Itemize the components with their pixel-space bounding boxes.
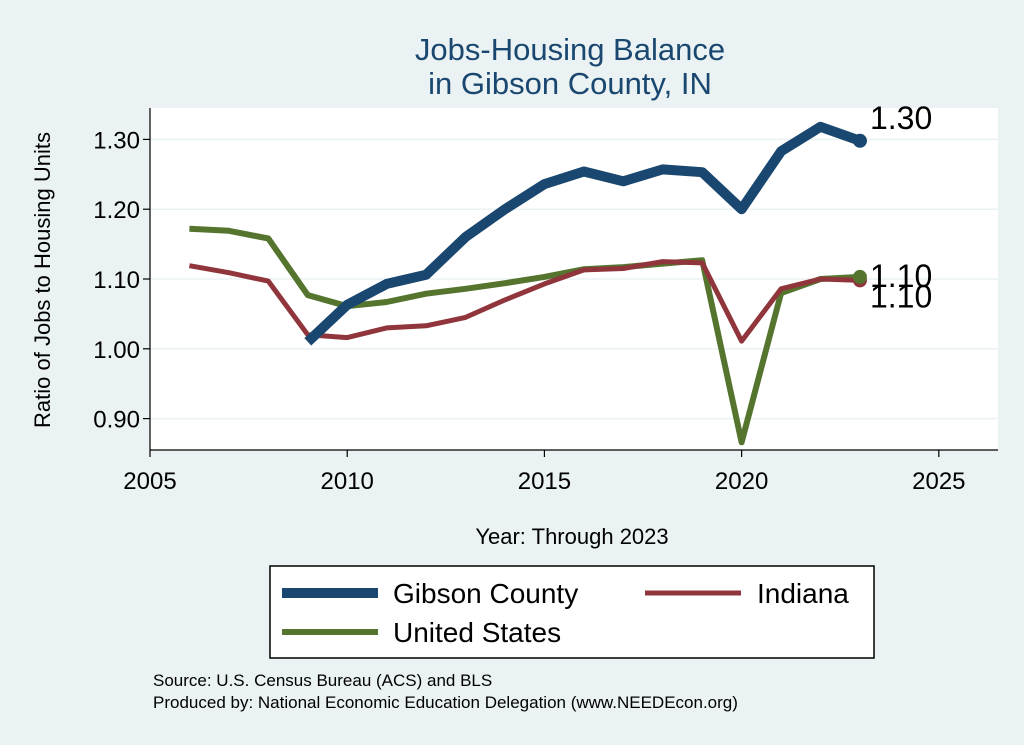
chart-title-line-2: in Gibson County, IN (428, 66, 712, 101)
x-tick-label: 2010 (321, 468, 374, 495)
y-tick-label: 0.90 (93, 407, 140, 434)
producer-note: Produced by: National Economic Education… (153, 693, 738, 712)
axis-layer: 0.90 1.00 1.10 1.20 1.30 2005 2010 2015 2020 2025 (93, 108, 998, 495)
series-layer (188, 121, 862, 446)
chart-title-line-1: Jobs-Housing Balance (415, 32, 725, 67)
end-label-gibson-county: 1.30 (870, 100, 932, 136)
legend: Gibson County Indiana United States (269, 565, 875, 659)
end-label-united-states: 1.10 (870, 258, 932, 294)
y-tick-label: 1.10 (93, 267, 140, 294)
series-line-indiana (188, 259, 861, 344)
y-tick-label: 1.20 (93, 197, 140, 224)
legend-label-gibson-county: Gibson County (393, 578, 578, 609)
y-tick-label: 1.30 (93, 127, 140, 154)
x-axis-title: Year: Through 2023 (475, 524, 668, 549)
x-tick-label: 2025 (912, 468, 965, 495)
series-line-gibson-county (304, 121, 862, 346)
x-tick-label: 2005 (123, 468, 176, 495)
endpoint-marker-gibson-county (852, 133, 867, 148)
endpoint-layer: 1.30 1.101.10 (852, 100, 932, 314)
legend-box (269, 565, 875, 659)
legend-label-indiana: Indiana (757, 578, 849, 609)
series-line-united-states (189, 225, 861, 446)
y-tick-label: 1.00 (93, 337, 140, 364)
x-tick-label: 2015 (518, 468, 571, 495)
y-axis-title: Ratio of Jobs to Housing Units (30, 132, 55, 428)
x-tick-label: 2020 (715, 468, 768, 495)
endpoint-marker-united-states (852, 269, 867, 284)
source-note: Source: U.S. Census Bureau (ACS) and BLS (153, 671, 492, 690)
legend-label-united-states: United States (393, 617, 561, 648)
end-label-indiana: 1.10 (870, 278, 932, 314)
